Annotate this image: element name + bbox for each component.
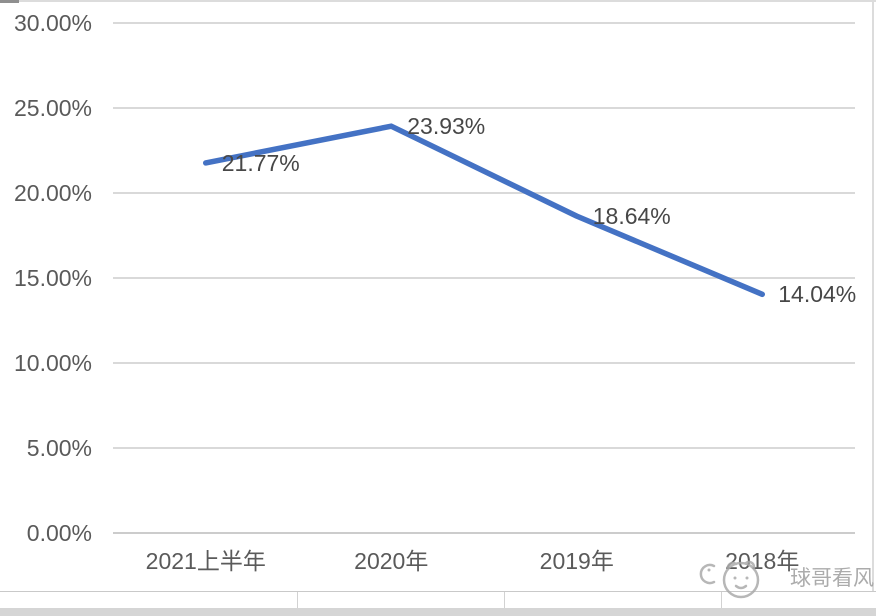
gridline [113,107,855,109]
gridline [113,277,855,279]
right-border-line [872,0,874,616]
y-tick-label: 15.00% [13,265,92,291]
gridline [113,447,855,449]
y-tick-label: 0.00% [26,520,92,546]
x-category-label: 2021上半年 [145,548,266,574]
gridline [113,22,855,24]
y-tick-label: 5.00% [26,435,92,461]
x-category-label: 2019年 [539,548,614,574]
bottom-strip [0,608,876,616]
data-point-label: 18.64% [592,203,671,230]
y-tick-label: 30.00% [13,10,92,36]
table-row [0,591,876,609]
table-cell [298,592,505,609]
watermark-text: 球哥看风 [790,567,874,590]
table-cell [722,592,876,609]
top-border-line [0,0,876,2]
table-cell [505,592,722,609]
y-tick-label: 25.00% [13,95,92,121]
top-border-dark-segment [0,0,19,3]
data-point-label: 14.04% [778,281,857,308]
gridline [113,532,855,534]
y-tick-label: 10.00% [13,350,92,376]
y-tick-label: 20.00% [13,180,92,206]
gridline [113,192,855,194]
x-category-label: 2018年 [725,548,800,574]
data-point-label: 21.77% [221,149,300,176]
gridline [113,362,855,364]
x-category-label: 2020年 [354,548,429,574]
table-cell [0,592,298,609]
data-point-label: 23.93% [407,113,486,140]
